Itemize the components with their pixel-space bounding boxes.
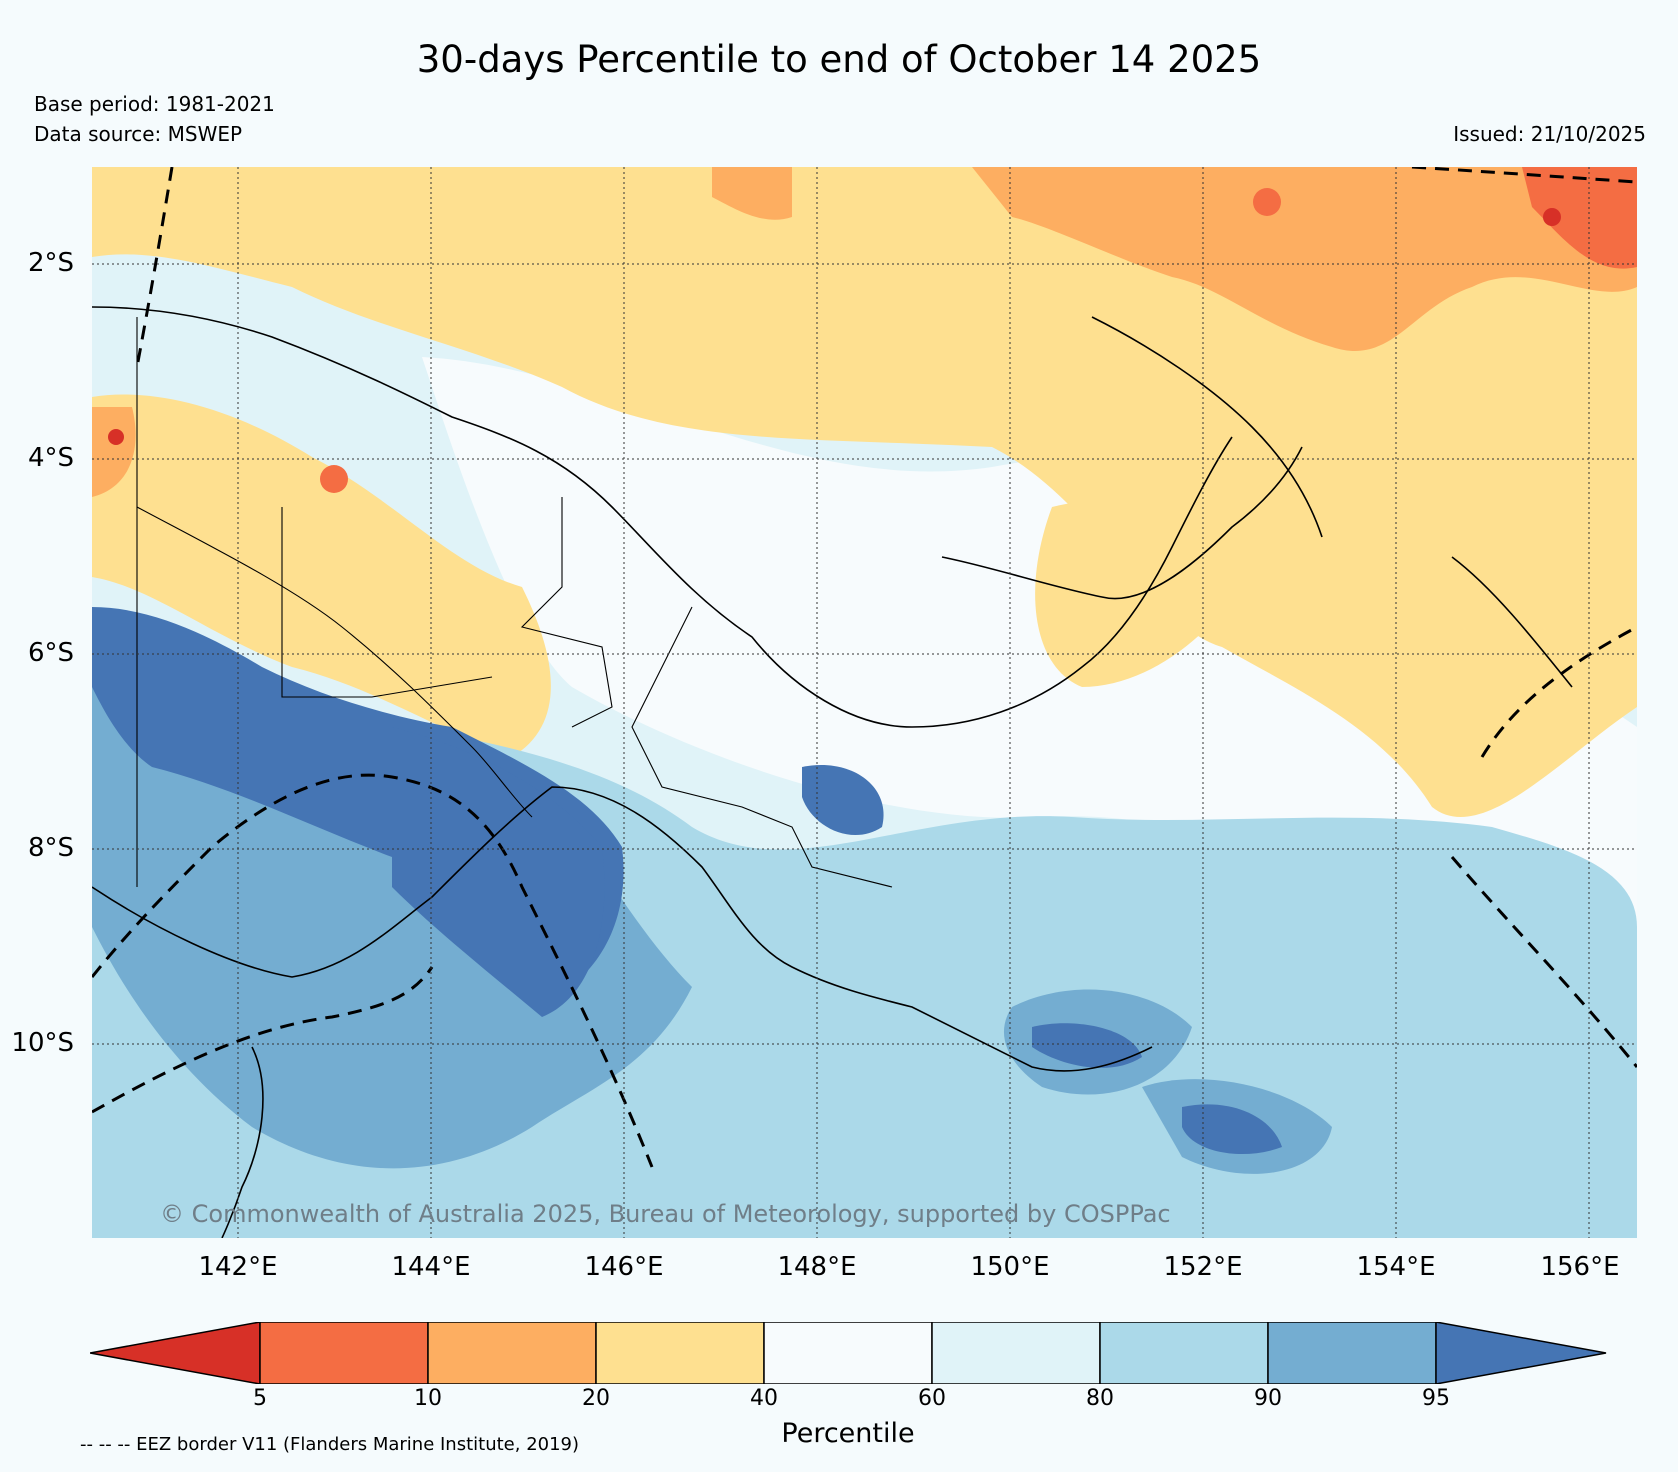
eez-north-east bbox=[1411, 167, 1637, 184]
colorbar-tick-95: 95 bbox=[1422, 1386, 1450, 1411]
region-gt95-se bbox=[1182, 1104, 1282, 1155]
region-20-40 bbox=[92, 167, 1637, 817]
region-gt95-east bbox=[1032, 1023, 1142, 1068]
lat-label-10s: 10°S bbox=[11, 1028, 74, 1058]
lon-label-142e: 142°E bbox=[198, 1252, 278, 1282]
colorbar-segment-10-20 bbox=[427, 1322, 597, 1384]
chart-title: 30-days Percentile to end of October 14 … bbox=[416, 38, 1262, 81]
colorbar-tick-5: 5 bbox=[253, 1386, 267, 1411]
percentile-map bbox=[92, 167, 1637, 1238]
lon-label-154e: 154°E bbox=[1356, 1252, 1436, 1282]
coastlines bbox=[92, 306, 1573, 1238]
border-province-3 bbox=[631, 606, 893, 888]
colorbar-tick-10: 10 bbox=[414, 1386, 442, 1411]
colorbar-tick-60: 60 bbox=[918, 1386, 946, 1411]
border-province-1 bbox=[136, 506, 533, 818]
colorbar-tick-20: 20 bbox=[582, 1386, 610, 1411]
colorbar-segment-lt5 bbox=[90, 1322, 261, 1384]
region-20-40-west bbox=[92, 394, 551, 757]
issued-date: Issued: 21/10/2025 bbox=[1453, 122, 1646, 146]
colorbar-segment-90-95 bbox=[1267, 1322, 1437, 1384]
region-gt95-center bbox=[392, 727, 605, 1017]
eez-note: -- -- -- EEZ border V11 (Flanders Marine… bbox=[80, 1434, 580, 1455]
region-10-20 bbox=[972, 167, 1637, 352]
lat-label-6s: 6°S bbox=[27, 638, 74, 668]
eez-south-west bbox=[92, 966, 434, 1114]
region-lt5-spot-ne bbox=[1543, 208, 1561, 226]
lat-label-2s: 2°S bbox=[27, 248, 74, 278]
lon-label-156e: 156°E bbox=[1540, 1252, 1620, 1282]
coast-new-ireland bbox=[1091, 316, 1323, 538]
copyright-watermark: © Commonwealth of Australia 2025, Bureau… bbox=[160, 1200, 1171, 1228]
gridlines bbox=[92, 167, 1637, 1238]
colorbar-segment-60-80 bbox=[931, 1322, 1101, 1384]
eez-south-east bbox=[1450, 856, 1637, 1068]
colorbar-tick-80: 80 bbox=[1086, 1386, 1114, 1411]
coast-bougainville bbox=[1451, 556, 1573, 688]
lon-label-148e: 148°E bbox=[777, 1252, 857, 1282]
map-panel[interactable] bbox=[92, 167, 1637, 1238]
lat-label-8s: 8°S bbox=[27, 833, 74, 863]
eez-east bbox=[1480, 625, 1637, 758]
region-10-20-north bbox=[712, 167, 792, 220]
lon-label-152e: 152°E bbox=[1163, 1252, 1243, 1282]
province-borders bbox=[136, 317, 893, 888]
lon-label-146e: 146°E bbox=[584, 1252, 664, 1282]
region-40-60 bbox=[422, 357, 1637, 927]
coast-south bbox=[92, 786, 1153, 1072]
region-5-10-spot-west bbox=[320, 465, 348, 493]
lon-label-144e: 144°E bbox=[391, 1252, 471, 1282]
region-lt5-spot bbox=[108, 429, 124, 445]
colorbar-segment-40-60 bbox=[763, 1322, 933, 1384]
lat-label-4s: 4°S bbox=[27, 443, 74, 473]
colorbar-tick-90: 90 bbox=[1254, 1386, 1282, 1411]
colorbar-segment-20-40 bbox=[595, 1322, 765, 1384]
colorbar bbox=[90, 1322, 1607, 1384]
region-5-10-spot bbox=[1253, 188, 1281, 216]
coast-north bbox=[92, 306, 1233, 728]
region-gt95-north bbox=[802, 765, 884, 836]
colorbar-segment-gt95 bbox=[1435, 1322, 1607, 1384]
region-5-10 bbox=[1522, 167, 1637, 269]
border-province-2 bbox=[520, 497, 613, 728]
coast-cape-york bbox=[221, 1046, 264, 1238]
colorbar-tick-40: 40 bbox=[750, 1386, 778, 1411]
colorbar-title: Percentile bbox=[781, 1418, 915, 1449]
lon-label-150e: 150°E bbox=[970, 1252, 1050, 1282]
region-10-20-west bbox=[92, 407, 136, 497]
border-province-4 bbox=[281, 507, 493, 698]
colorbar-segment-80-90 bbox=[1099, 1322, 1269, 1384]
base-period: Base period: 1981-2021 bbox=[34, 92, 275, 116]
eez-north-west bbox=[135, 167, 174, 368]
data-source: Data source: MSWEP bbox=[34, 122, 243, 146]
eez-borders bbox=[92, 167, 1637, 1168]
coast-new-britain bbox=[941, 446, 1303, 600]
colorbar-segment-5-10 bbox=[259, 1322, 429, 1384]
